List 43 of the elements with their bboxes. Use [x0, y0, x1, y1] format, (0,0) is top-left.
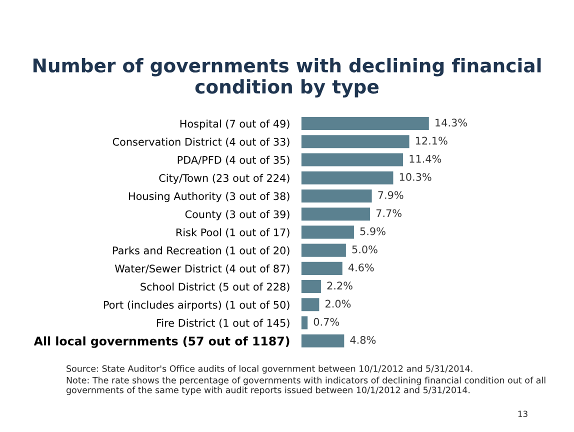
- y-tick-label: Risk Pool (1 out of 17): [176, 228, 290, 238]
- y-tick-label: Water/Sewer District (4 out of 87): [114, 264, 290, 274]
- y-tick-label: Hospital (7 out of 49): [180, 120, 290, 130]
- data-label: 4.6%: [348, 264, 374, 272]
- bar: [301, 189, 372, 202]
- data-label: 14.3%: [436, 118, 467, 127]
- data-label: 10.3%: [400, 173, 432, 181]
- data-label: 2.0%: [326, 300, 351, 308]
- data-label: 7.7%: [376, 209, 402, 218]
- y-tick-label: School District (5 out of 228): [140, 282, 290, 292]
- y-tick-label: PDA/PFD (4 out of 35): [178, 156, 290, 166]
- y-tick-label: Parks and Recreation (1 out of 20): [113, 246, 290, 256]
- bar: [301, 226, 354, 239]
- bar: [301, 316, 308, 330]
- data-label: 5.9%: [360, 227, 386, 236]
- y-tick-label: Housing Authority (3 out of 38): [129, 192, 290, 202]
- y-tick-label: All local governments (57 out of 1187): [34, 336, 290, 348]
- text: Note: The rate shows the percentage of governments with indicators of declining financial condition out of all governments of the same type with audit reports issued between 10/1/2012 and 5/31/2014.: [66, 376, 546, 395]
- bar: [301, 208, 370, 221]
- y-tick-label: City/Town (23 out of 224): [159, 174, 290, 184]
- data-label: 12.1%: [416, 136, 448, 145]
- data-label: 11.4%: [410, 154, 442, 163]
- bar: [301, 117, 429, 130]
- y-tick-label: Port (includes airports) (1 out of 50): [104, 300, 290, 311]
- bar: [301, 171, 394, 184]
- y-tick-label: County (3 out of 39): [185, 210, 290, 220]
- text: 13: [518, 410, 528, 417]
- data-label: 7.9%: [378, 191, 404, 199]
- chart-title: Number of governments with declining financial condition by type: [33, 58, 541, 98]
- bar: [301, 280, 321, 294]
- bar: [301, 153, 404, 166]
- data-label: 0.7%: [314, 318, 340, 326]
- bar: [301, 298, 320, 312]
- bar: [301, 135, 410, 148]
- bar: [301, 262, 342, 275]
- bar: [301, 244, 346, 257]
- y-tick-label: Fire District (1 out of 145): [156, 318, 290, 328]
- data-label: 4.8%: [350, 336, 376, 344]
- y-tick-label: Conservation District (4 out of 33): [112, 138, 290, 147]
- bar: [301, 334, 344, 348]
- data-label: 5.0%: [352, 245, 378, 254]
- data-label: 2.2%: [327, 282, 352, 290]
- source-note: Source: State Auditor's Office audits of local government between 10/1/2012 and 5/31/2014.: [66, 365, 472, 374]
